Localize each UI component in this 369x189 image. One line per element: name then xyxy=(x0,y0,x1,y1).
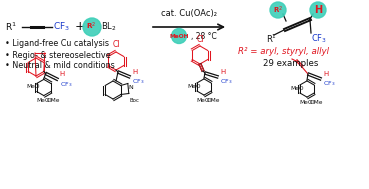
Text: CF$_3$: CF$_3$ xyxy=(323,80,335,88)
Text: , 28 °C: , 28 °C xyxy=(191,32,217,40)
Text: N: N xyxy=(129,85,134,90)
Text: H: H xyxy=(132,69,137,75)
Circle shape xyxy=(270,2,286,18)
Text: OMe: OMe xyxy=(310,100,323,105)
Text: MeO: MeO xyxy=(37,98,50,103)
Text: R$^2$: R$^2$ xyxy=(86,21,96,32)
Text: H: H xyxy=(314,5,322,15)
Text: H: H xyxy=(323,71,328,77)
Text: CF$_3$: CF$_3$ xyxy=(132,77,144,86)
Text: cat. Cu(OAc)₂: cat. Cu(OAc)₂ xyxy=(161,9,217,18)
Text: R$^1$: R$^1$ xyxy=(266,33,277,45)
Text: MeO: MeO xyxy=(187,84,200,88)
Text: MeO: MeO xyxy=(290,85,303,91)
Text: OMe: OMe xyxy=(46,98,60,103)
Text: CF$_3$: CF$_3$ xyxy=(53,21,70,33)
Text: Boc: Boc xyxy=(130,98,140,103)
Text: H: H xyxy=(60,71,65,77)
Text: R$^1$: R$^1$ xyxy=(5,21,17,33)
Text: +: + xyxy=(75,20,85,33)
Text: CF$_3$: CF$_3$ xyxy=(220,77,232,86)
Text: • Neutral & mild conditions: • Neutral & mild conditions xyxy=(5,61,115,70)
Circle shape xyxy=(83,18,101,36)
Text: MeO: MeO xyxy=(197,98,210,103)
Text: CF$_3$: CF$_3$ xyxy=(311,33,327,45)
Circle shape xyxy=(172,29,186,43)
Text: MeO: MeO xyxy=(27,84,40,89)
Text: MeO: MeO xyxy=(300,100,313,105)
Text: BL$_2$: BL$_2$ xyxy=(101,21,117,33)
Text: MeOH: MeOH xyxy=(169,33,189,39)
Text: CF$_3$: CF$_3$ xyxy=(60,80,72,89)
Text: • Regio- & stereoselective: • Regio- & stereoselective xyxy=(5,50,111,60)
Text: R² = aryl, styryl, allyl: R² = aryl, styryl, allyl xyxy=(238,46,329,56)
Text: R$^2$: R$^2$ xyxy=(273,4,283,16)
Text: OMe: OMe xyxy=(206,98,220,103)
Text: Cl: Cl xyxy=(113,40,121,49)
Circle shape xyxy=(310,2,326,18)
Text: • Ligand-free Cu catalysis: • Ligand-free Cu catalysis xyxy=(5,40,109,49)
Text: 29 examples: 29 examples xyxy=(263,59,318,67)
Text: Cl: Cl xyxy=(197,35,204,44)
Text: H: H xyxy=(220,69,225,75)
